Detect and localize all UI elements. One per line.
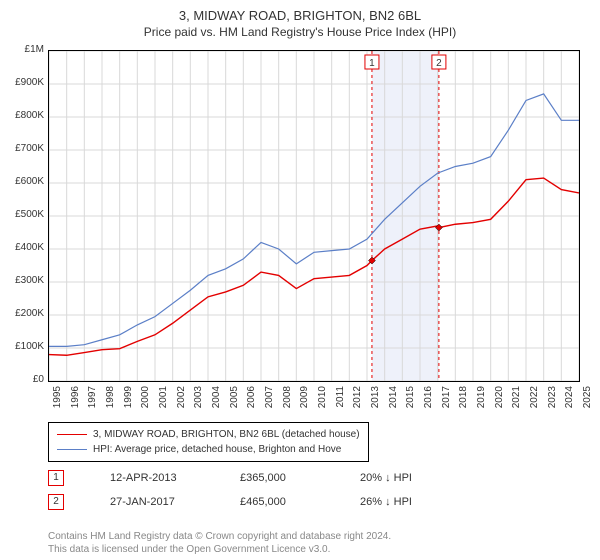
- x-tick-label: 1995: [52, 386, 63, 416]
- legend: 3, MIDWAY ROAD, BRIGHTON, BN2 6BL (detac…: [48, 422, 369, 462]
- sale-price: £365,000: [240, 472, 320, 484]
- x-tick-label: 2006: [246, 386, 257, 416]
- legend-label: 3, MIDWAY ROAD, BRIGHTON, BN2 6BL (detac…: [93, 429, 360, 440]
- legend-swatch: [57, 434, 87, 435]
- x-tick-label: 2004: [211, 386, 222, 416]
- chart-container: 3, MIDWAY ROAD, BRIGHTON, BN2 6BL Price …: [0, 0, 600, 560]
- x-tick-label: 1996: [70, 386, 81, 416]
- x-tick-label: 2013: [370, 386, 381, 416]
- footer-line-2: This data is licensed under the Open Gov…: [48, 544, 330, 555]
- y-tick-label: £300K: [6, 275, 44, 286]
- x-tick-label: 2021: [511, 386, 522, 416]
- x-tick-label: 2000: [140, 386, 151, 416]
- x-tick-label: 2010: [317, 386, 328, 416]
- svg-text:1: 1: [369, 58, 375, 69]
- x-tick-label: 2025: [582, 386, 593, 416]
- sale-date: 27-JAN-2017: [110, 496, 200, 508]
- legend-item: 3, MIDWAY ROAD, BRIGHTON, BN2 6BL (detac…: [57, 427, 360, 442]
- sale-date: 12-APR-2013: [110, 472, 200, 484]
- x-tick-label: 2019: [476, 386, 487, 416]
- x-tick-label: 2003: [193, 386, 204, 416]
- x-tick-label: 2024: [564, 386, 575, 416]
- x-tick-label: 2022: [529, 386, 540, 416]
- y-tick-label: £500K: [6, 209, 44, 220]
- chart-subtitle: Price paid vs. HM Land Registry's House …: [0, 23, 600, 39]
- y-tick-label: £0: [6, 374, 44, 385]
- chart-title: 3, MIDWAY ROAD, BRIGHTON, BN2 6BL: [0, 0, 600, 23]
- y-tick-label: £400K: [6, 242, 44, 253]
- x-tick-label: 1999: [123, 386, 134, 416]
- x-tick-label: 2015: [405, 386, 416, 416]
- svg-text:2: 2: [436, 58, 442, 69]
- sale-marker: 2: [48, 494, 64, 510]
- y-tick-label: £1M: [6, 44, 44, 55]
- x-tick-label: 2007: [264, 386, 275, 416]
- sale-delta: 26% ↓ HPI: [360, 496, 412, 508]
- x-tick-label: 2018: [458, 386, 469, 416]
- x-tick-label: 2009: [299, 386, 310, 416]
- x-tick-label: 2001: [158, 386, 169, 416]
- legend-label: HPI: Average price, detached house, Brig…: [93, 444, 341, 455]
- y-tick-label: £700K: [6, 143, 44, 154]
- y-tick-label: £200K: [6, 308, 44, 319]
- legend-swatch: [57, 449, 87, 450]
- footer-text: Contains HM Land Registry data © Crown c…: [48, 530, 391, 556]
- x-tick-label: 1997: [87, 386, 98, 416]
- legend-item: HPI: Average price, detached house, Brig…: [57, 442, 360, 457]
- sale-row: 2 27-JAN-2017 £465,000 26% ↓ HPI: [48, 494, 412, 510]
- x-tick-label: 2016: [423, 386, 434, 416]
- x-tick-label: 2020: [494, 386, 505, 416]
- sale-price: £465,000: [240, 496, 320, 508]
- y-tick-label: £100K: [6, 341, 44, 352]
- x-tick-label: 2011: [335, 386, 346, 416]
- x-tick-label: 1998: [105, 386, 116, 416]
- sale-marker: 1: [48, 470, 64, 486]
- sale-row: 1 12-APR-2013 £365,000 20% ↓ HPI: [48, 470, 412, 486]
- footer-line-1: Contains HM Land Registry data © Crown c…: [48, 531, 391, 542]
- y-tick-label: £900K: [6, 77, 44, 88]
- x-tick-label: 2008: [282, 386, 293, 416]
- x-tick-label: 2005: [229, 386, 240, 416]
- x-tick-label: 2023: [547, 386, 558, 416]
- x-tick-label: 2002: [176, 386, 187, 416]
- y-tick-label: £600K: [6, 176, 44, 187]
- x-tick-label: 2012: [352, 386, 363, 416]
- y-tick-label: £800K: [6, 110, 44, 121]
- plot-area: 12: [48, 50, 580, 382]
- x-tick-label: 2014: [388, 386, 399, 416]
- x-tick-label: 2017: [441, 386, 452, 416]
- sale-delta: 20% ↓ HPI: [360, 472, 412, 484]
